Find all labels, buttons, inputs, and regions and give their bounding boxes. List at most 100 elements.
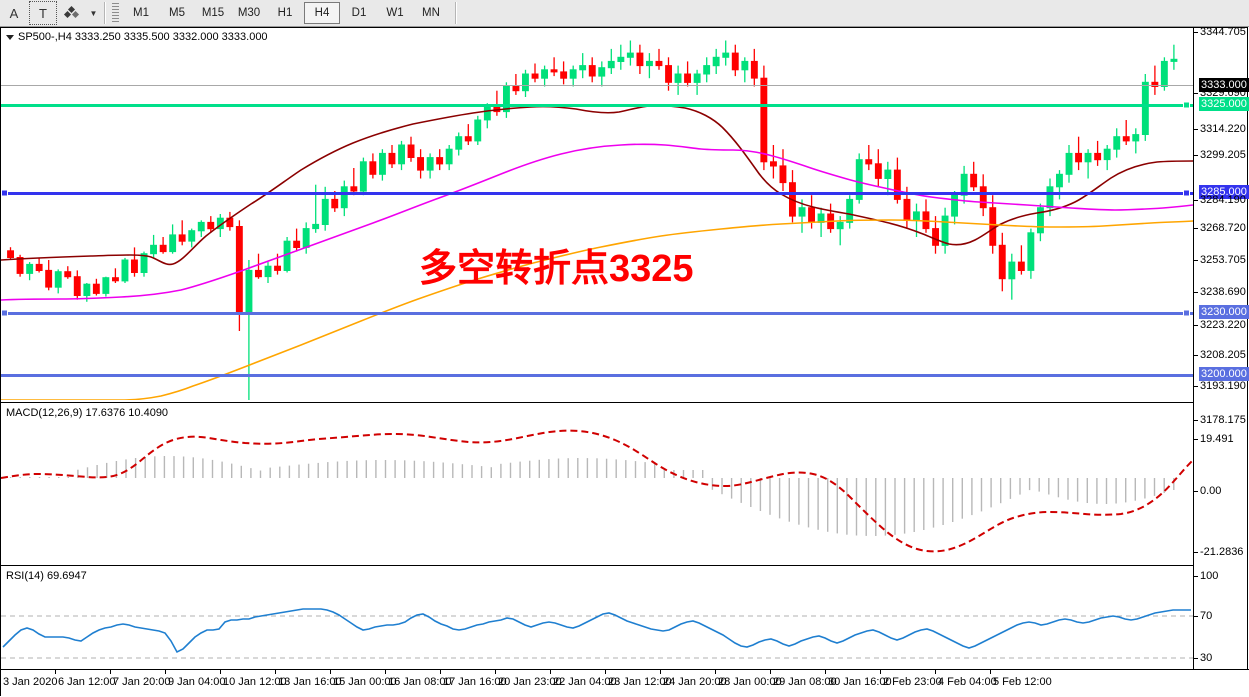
candle-body	[989, 207, 997, 246]
candle-body	[398, 144, 406, 165]
candle-body	[865, 159, 873, 165]
timeframe-m30[interactable]: M30	[237, 7, 261, 19]
candle-body	[350, 186, 358, 192]
timeframe-mn[interactable]: MN	[422, 7, 440, 19]
candle-body	[407, 144, 415, 158]
rsi-line	[2, 608, 1191, 654]
candle-body	[302, 228, 310, 248]
candle-body	[855, 159, 863, 200]
candle-body	[388, 152, 396, 165]
chart-frame[interactable]: SP500-,H4 3333.250 3335.500 3332.000 333…	[0, 26, 1249, 696]
level-handle-3230-left[interactable]	[1, 309, 8, 317]
macd-panel-divider	[1, 402, 1193, 403]
time-axis-label: 3 Jan 2020	[3, 676, 58, 688]
candle-body	[741, 60, 749, 71]
candle-body	[798, 207, 806, 217]
label-tool-button[interactable]: T	[29, 1, 57, 25]
candle-body	[188, 230, 196, 242]
time-axis-label: 22 Jan 04:00	[553, 676, 617, 688]
timeframe-m5[interactable]: M5	[169, 7, 185, 19]
text-tool-button[interactable]: A	[9, 5, 19, 21]
candle-body	[64, 271, 72, 278]
candle-body	[512, 86, 520, 92]
candle-body	[607, 60, 615, 69]
candle-body	[417, 157, 425, 171]
price-tick	[1194, 658, 1198, 659]
candle-body	[102, 277, 110, 294]
price-tick	[1194, 552, 1198, 553]
candle-body	[874, 163, 882, 179]
candle-body	[884, 169, 892, 180]
macd-histogram	[9, 456, 1175, 536]
ma-slow-line	[1, 219, 1193, 400]
time-tick	[495, 670, 496, 674]
price-tick	[1194, 576, 1198, 577]
toolbar-separator	[104, 2, 106, 24]
candle-body	[178, 234, 186, 242]
price-tag-3325[interactable]: 3325.000	[1199, 97, 1249, 111]
timeframe-m1[interactable]: M1	[133, 7, 149, 19]
price-panel[interactable]	[1, 28, 1193, 400]
time-axis-label: 17 Jan 16:00	[443, 676, 507, 688]
macd-panel[interactable]	[1, 404, 1193, 564]
candle-body	[207, 221, 215, 230]
price-tag-3230[interactable]: 3230.000	[1199, 305, 1249, 319]
price-tick	[1194, 129, 1198, 130]
collapse-caret-icon[interactable]	[6, 34, 14, 40]
level-handle-3325[interactable]	[1183, 101, 1190, 109]
macd-data-window: MACD(12,26,9) 17.6376 10.4090	[6, 407, 169, 419]
drag-grip-icon[interactable]	[112, 3, 119, 23]
annotation-text[interactable]: 多空转折点3325	[419, 248, 694, 290]
candle-body	[140, 253, 148, 273]
time-axis[interactable]: 3 Jan 2020 6 Jan 12:00 7 Jan 20:00 9 Jan 04…	[0, 670, 1249, 696]
candle-body	[1037, 207, 1044, 234]
ma-mid-line	[1, 143, 1193, 301]
candle-body	[35, 263, 43, 271]
level-handle-3230[interactable]	[1183, 309, 1190, 317]
price-tag-3285[interactable]: 3285.000	[1199, 185, 1249, 199]
candle-body	[274, 265, 282, 271]
price-tag-3333[interactable]: 3333.000	[1199, 78, 1249, 92]
time-tick	[55, 670, 56, 674]
level-handle-3285[interactable]	[1183, 189, 1190, 197]
candle-body	[26, 263, 34, 274]
candle-body	[712, 56, 720, 67]
rsi-panel[interactable]	[1, 567, 1193, 667]
candle-body	[522, 73, 529, 92]
level-handle-3285-left[interactable]	[1, 189, 8, 197]
candle-body	[45, 269, 53, 288]
price-plot-svg	[1, 40, 1193, 400]
candle-body	[464, 136, 472, 142]
timeframe-h1[interactable]: H1	[277, 7, 293, 19]
price-axis-label: 3208.205	[1200, 349, 1246, 361]
chevron-down-icon[interactable]: ▼	[89, 8, 98, 18]
time-axis-label: 29 Jan 08:00	[773, 676, 837, 688]
price-axis-label: 3193.190	[1200, 380, 1246, 392]
candle-body	[1094, 152, 1102, 161]
price-tick	[1194, 228, 1198, 229]
price-tag-3200[interactable]: 3200.000	[1199, 367, 1249, 381]
candle-body	[674, 73, 682, 83]
candle-body	[903, 198, 911, 221]
price-axis-label: 3284.190	[1200, 194, 1246, 206]
candle-body	[16, 257, 24, 274]
timeframe-d1[interactable]: D1	[351, 7, 367, 19]
candle-body	[235, 226, 243, 313]
candle-body	[731, 52, 739, 71]
candle-body	[750, 60, 758, 79]
shapes-icon[interactable]	[59, 2, 85, 24]
price-axis-label: 3344.705	[1200, 26, 1246, 38]
time-tick	[550, 670, 551, 674]
price-tick	[1194, 292, 1198, 293]
price-axis-label: -21.2836	[1200, 546, 1244, 558]
candle-body	[1056, 173, 1063, 188]
timeframe-h4[interactable]: H4	[304, 2, 340, 24]
candle-body	[112, 277, 119, 282]
price-axis-label: 30	[1200, 652, 1213, 664]
timeframe-m15[interactable]: M15	[201, 7, 225, 19]
price-axis[interactable]: 3344.705 3333.000 3329.690 3325.000 3314.220…	[1194, 26, 1249, 694]
timeframe-w1[interactable]: W1	[386, 7, 404, 19]
time-tick	[990, 670, 991, 674]
price-axis-label: 100	[1200, 570, 1219, 582]
price-tick	[1194, 439, 1198, 440]
